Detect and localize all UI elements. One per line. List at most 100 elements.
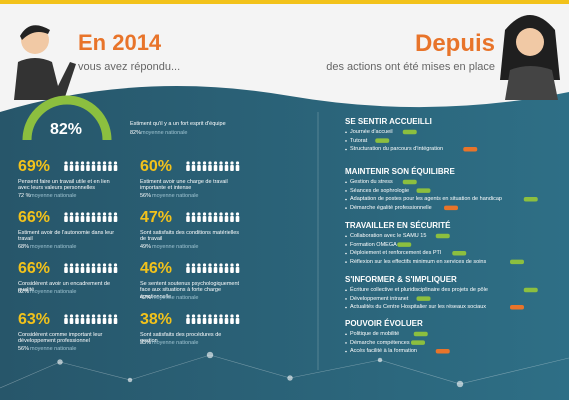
person-icon: [202, 216, 207, 222]
person-icon: [64, 216, 68, 222]
person-icon: [235, 161, 240, 165]
person-icon: [186, 263, 190, 267]
status-tag: [375, 138, 390, 143]
gauge-arc: [22, 95, 112, 141]
bullet: [345, 306, 347, 309]
person-icon: [202, 161, 207, 165]
section-title: MAINTENIR SON ÉQUILIBRE: [345, 167, 455, 176]
stat-national-label: moyenne nationale: [152, 193, 199, 199]
bullet: [345, 190, 347, 192]
person-icon: [186, 161, 190, 165]
person-icon: [219, 314, 223, 318]
bullet: [345, 148, 347, 151]
gauge-national-label: moyenne nationale: [141, 130, 188, 136]
person-icon: [186, 318, 190, 324]
person-icon: [230, 314, 234, 318]
stat-national: 62%: [18, 289, 30, 295]
person-icon: [91, 212, 96, 216]
bullet: [345, 244, 347, 246]
person-icon: [97, 161, 101, 165]
person-icon: [75, 216, 79, 222]
person-icon: [91, 314, 96, 318]
person-icon: [80, 318, 85, 324]
person-icon: [213, 161, 218, 165]
person-icon: [219, 165, 223, 171]
action-item: Adaptation de postes pour les agents en …: [350, 196, 502, 203]
person-icon: [191, 318, 196, 324]
person-icon: [208, 314, 212, 318]
person-icon: [108, 267, 112, 273]
person-icon: [113, 165, 118, 171]
person-icon: [86, 216, 90, 222]
action-item: Collaboration avec le SAMU 15: [350, 233, 427, 239]
status-tag: [510, 259, 524, 265]
stat-national: 68%: [18, 244, 30, 250]
stat-value: 69%: [18, 158, 51, 175]
stat-text: Sont satisfaits des procédures de gestio…: [140, 332, 222, 345]
person-icon: [75, 212, 79, 216]
status-tag: [510, 305, 524, 310]
person-icon: [197, 161, 201, 165]
person-icon: [224, 267, 229, 273]
person-icon: [64, 318, 68, 324]
stat-text: Estiment avoir une charge de travail imp…: [140, 179, 228, 192]
action-item: Réflexion sur les effectifs minimum en s…: [350, 258, 487, 265]
person-icon: [235, 267, 240, 273]
person-icon: [224, 318, 229, 324]
person-icon: [80, 263, 85, 267]
person-icon: [186, 212, 190, 216]
person-icon: [75, 318, 79, 324]
person-icon: [108, 165, 112, 171]
left-subtitle: vous avez répondu...: [78, 61, 181, 73]
person-icon: [191, 216, 196, 222]
person-icon: [91, 216, 96, 222]
person-icon: [191, 267, 196, 273]
person-icon: [219, 263, 223, 267]
man-illustration: [14, 25, 76, 100]
person-icon: [219, 267, 223, 273]
person-icon: [108, 212, 112, 216]
status-tag: [452, 251, 467, 256]
person-icon: [230, 165, 234, 171]
person-icon: [208, 165, 212, 171]
person-icon: [219, 216, 223, 222]
bullet: [345, 342, 347, 344]
person-icon: [108, 161, 112, 165]
person-icon: [208, 216, 212, 222]
status-tag: [435, 349, 450, 354]
section-title: POUVOIR ÉVOLUER: [345, 319, 423, 328]
bullet: [345, 333, 347, 336]
person-icon: [197, 318, 201, 324]
person-icon: [197, 165, 201, 171]
person-icon: [213, 314, 218, 318]
person-icon: [86, 165, 90, 171]
person-icon: [80, 165, 85, 171]
person-icon: [113, 161, 118, 165]
gauge-text: Estiment qu'il y a un fort esprit d'équi…: [130, 121, 226, 127]
person-icon: [191, 314, 196, 318]
status-tag: [523, 287, 538, 293]
person-icon: [86, 212, 90, 216]
person-icon: [113, 314, 118, 318]
gauge-national: 82%: [130, 130, 142, 136]
person-icon: [97, 263, 101, 267]
bullet: [345, 261, 347, 263]
person-icon: [235, 212, 240, 216]
stat-text: Considèrent comme important leur dévelop…: [18, 332, 103, 345]
person-icon: [80, 212, 85, 216]
bullet: [345, 289, 347, 292]
bullet: [345, 181, 347, 184]
person-icon: [186, 314, 190, 318]
person-icon: [80, 161, 85, 165]
right-title: Depuis: [414, 30, 495, 57]
person-icon: [191, 161, 196, 165]
stat-text: Estiment avoir de l'autonomie dans leur …: [18, 230, 115, 243]
person-icon: [86, 267, 90, 273]
action-item: Déploiement et renforcement des PTI: [350, 250, 442, 257]
person-icon: [224, 263, 229, 267]
person-icon: [69, 318, 74, 324]
stat-national-label: moyenne nationale: [30, 193, 77, 199]
person-icon: [208, 318, 212, 324]
person-icon: [102, 314, 107, 318]
stat-value: 66%: [18, 209, 51, 226]
